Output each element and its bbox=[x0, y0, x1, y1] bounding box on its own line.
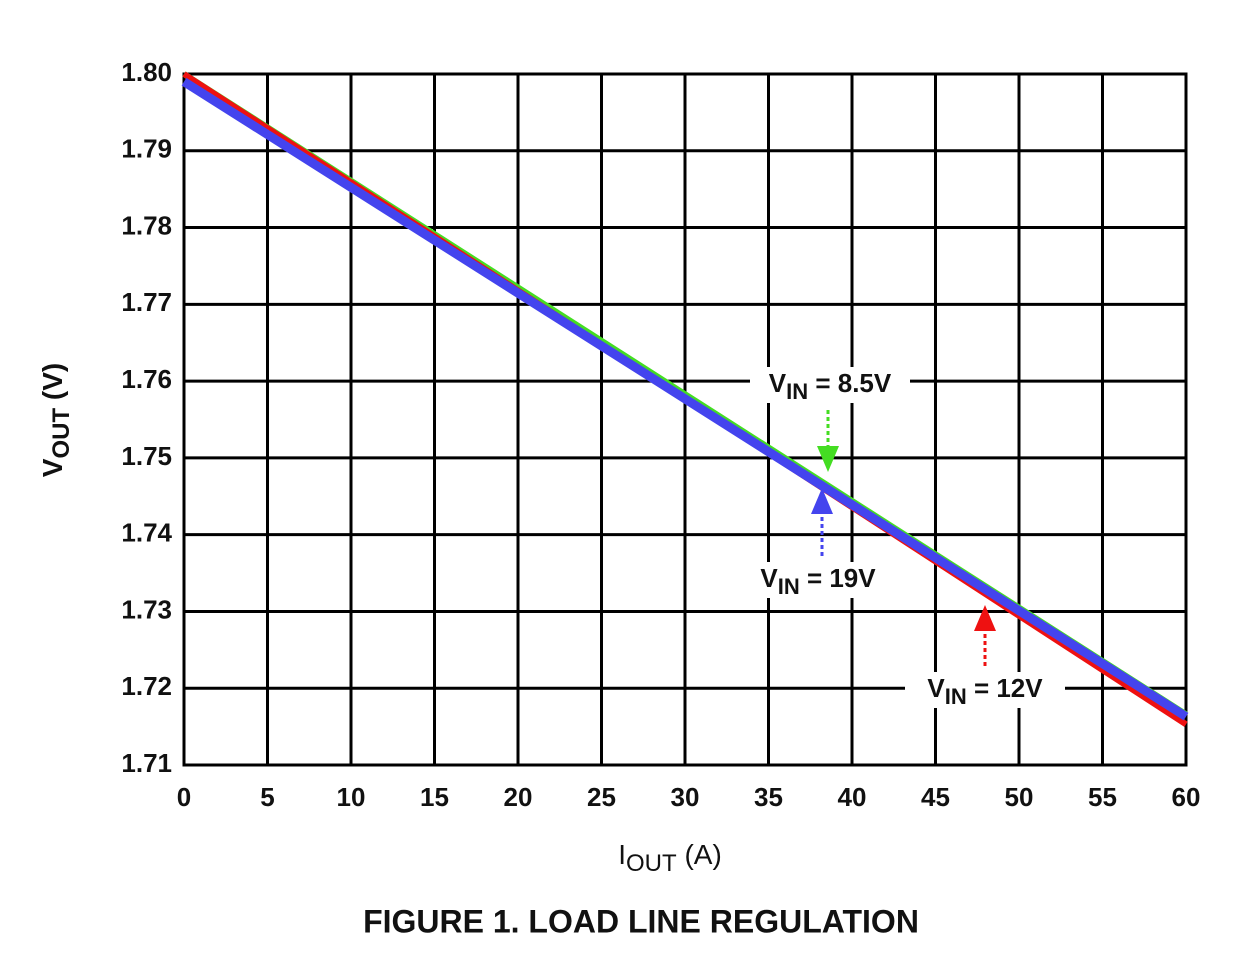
x-tick-label: 35 bbox=[754, 782, 783, 812]
x-tick-label: 40 bbox=[838, 782, 867, 812]
legend-label: VIN = 19V bbox=[760, 563, 876, 599]
x-axis-label: IOUT (A) bbox=[618, 839, 722, 877]
arrow-head bbox=[811, 488, 833, 514]
legend-rest: = 12V bbox=[967, 673, 1044, 703]
plot-frame bbox=[182, 72, 1188, 767]
y-tick-label: 1.79 bbox=[121, 134, 172, 164]
x-tick-label: 25 bbox=[587, 782, 616, 812]
y-label-sub: OUT bbox=[48, 408, 75, 459]
y-axis-label: VOUT (V) bbox=[37, 363, 75, 477]
series-line bbox=[181, 77, 1189, 721]
legend-sub: IN bbox=[778, 574, 800, 599]
y-tick-label: 1.76 bbox=[121, 364, 172, 394]
legend-rest: = 19V bbox=[800, 563, 877, 593]
x-tick-label: 15 bbox=[420, 782, 449, 812]
y-tick-label: 1.74 bbox=[121, 518, 172, 548]
x-label-rest: (A) bbox=[677, 839, 722, 870]
legend-label: VIN = 12V bbox=[927, 673, 1043, 709]
y-tick-label: 1.80 bbox=[121, 57, 172, 87]
y-tick-label: 1.75 bbox=[121, 441, 172, 471]
legend-sub: IN bbox=[945, 684, 967, 709]
y-tick-label: 1.78 bbox=[121, 210, 172, 240]
legend-main: V bbox=[769, 368, 787, 398]
legend-main: V bbox=[760, 563, 778, 593]
arrow-head bbox=[817, 446, 839, 472]
label-bg bbox=[905, 672, 1065, 708]
x-tick-label: 55 bbox=[1088, 782, 1117, 812]
x-tick-label: 10 bbox=[337, 782, 366, 812]
x-tick-label: 45 bbox=[921, 782, 950, 812]
legend-sub: IN bbox=[786, 379, 808, 404]
chart-title: FIGURE 1. LOAD LINE REGULATION bbox=[363, 903, 919, 939]
label-bg bbox=[750, 367, 910, 403]
x-tick-label: 30 bbox=[671, 782, 700, 812]
x-tick-label: 60 bbox=[1172, 782, 1201, 812]
legend-rest: = 8.5V bbox=[808, 368, 892, 398]
arrow-head bbox=[974, 605, 996, 631]
x-tick-label: 5 bbox=[260, 782, 274, 812]
y-tick-label: 1.77 bbox=[121, 287, 172, 317]
label-bg bbox=[738, 562, 898, 598]
x-tick-label: 50 bbox=[1005, 782, 1034, 812]
x-tick-label: 20 bbox=[504, 782, 533, 812]
y-tick-label: 1.73 bbox=[121, 594, 172, 624]
y-label-main: V bbox=[37, 458, 68, 477]
y-tick-label: 1.71 bbox=[121, 748, 172, 778]
x-label-main: I bbox=[618, 839, 626, 870]
y-tick-label: 1.72 bbox=[121, 671, 172, 701]
legend-label: VIN = 8.5V bbox=[769, 368, 892, 404]
x-tick-label: 0 bbox=[177, 782, 191, 812]
x-label-sub: OUT bbox=[626, 850, 677, 877]
legend-main: V bbox=[927, 673, 945, 703]
y-label-rest: (V) bbox=[37, 363, 68, 408]
